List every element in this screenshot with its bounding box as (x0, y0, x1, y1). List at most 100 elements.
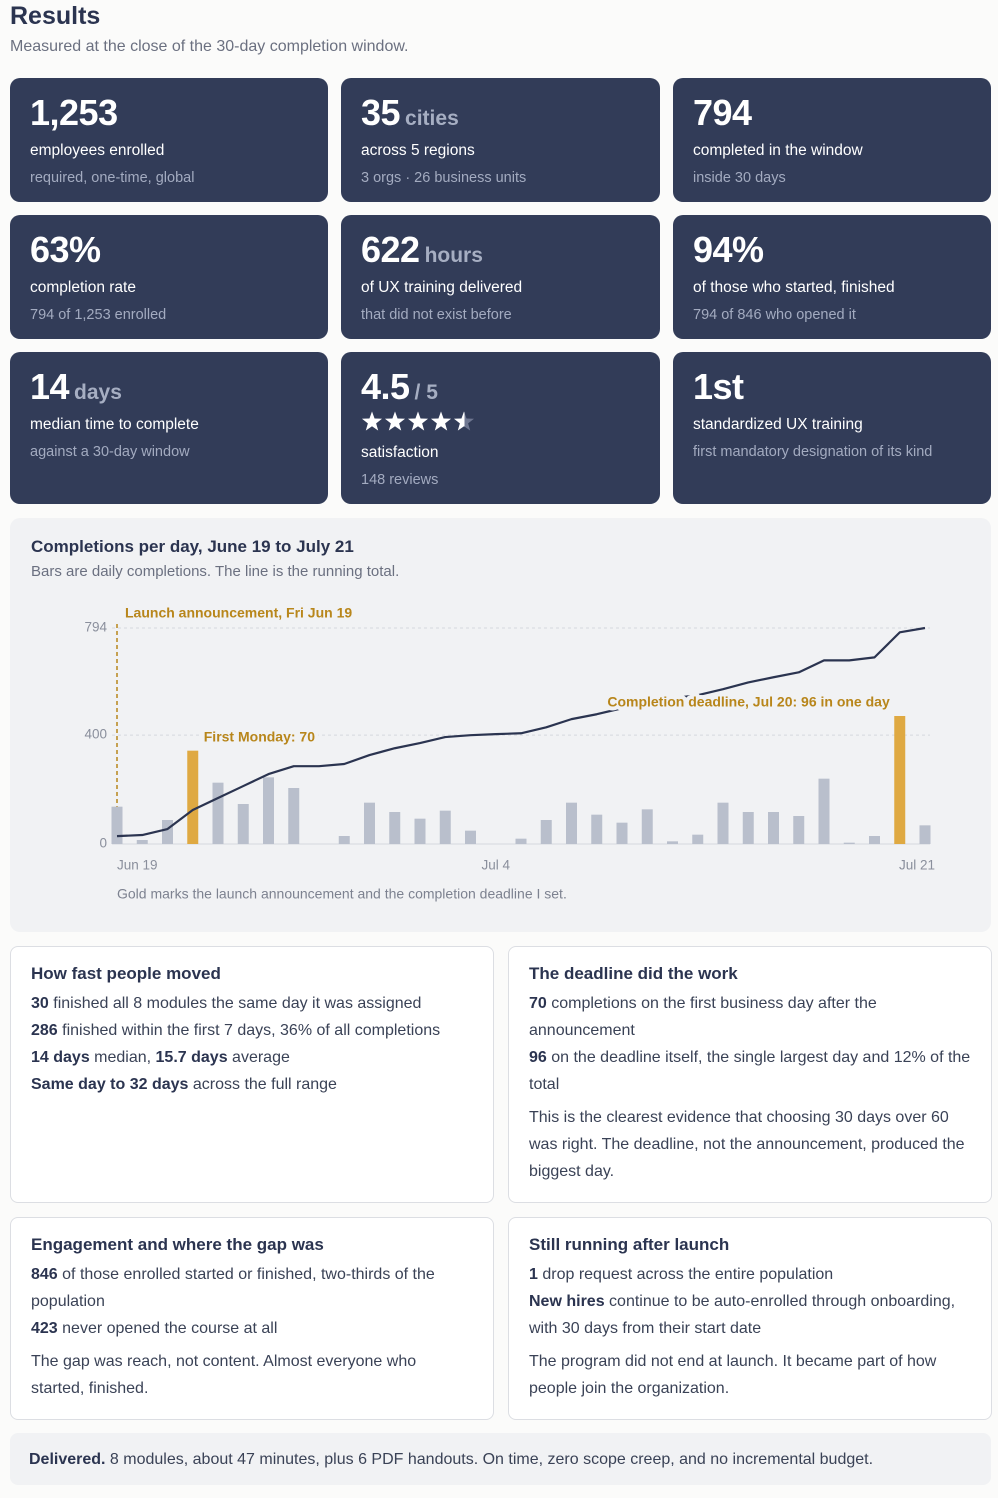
stat-value: 1,253 (30, 92, 118, 133)
panel-title: Engagement and where the gap was (31, 1235, 324, 1254)
stat-sub: required, one-time, global (30, 170, 195, 186)
stat-value-row: 14 days (30, 368, 308, 406)
star (385, 411, 405, 431)
chart: 0 400 794 Jun 19 Jul 4 Jul 21 Launch announcem… (84, 601, 935, 902)
x-tick-label: Jul 21 (899, 858, 935, 873)
stat-value-row: 794 (693, 94, 971, 132)
stat-unit: days (74, 381, 122, 404)
panel-line: 846 of those enrolled started or finishe… (31, 1261, 473, 1315)
stat-sub: that did not exist before (361, 307, 512, 323)
page-title: Results (10, 2, 101, 30)
stat-value: 14 (30, 366, 70, 407)
y-tick-label: 0 (99, 836, 107, 851)
stat-value-row: 94% (693, 231, 971, 269)
text: of those enrolled started or finished, t… (31, 1266, 435, 1310)
stat-sub: 794 of 846 who opened it (693, 307, 856, 323)
chart-panel: Completions per day, June 19 to July 21 … (10, 518, 991, 932)
panel-title: How fast people moved (31, 964, 221, 983)
stat-value: 35 (361, 92, 401, 133)
bar (843, 842, 855, 844)
text: median, (89, 1049, 156, 1066)
bar (540, 820, 552, 844)
stat-sub: against a 30-day window (30, 444, 190, 460)
stat-label: of those who started, finished (693, 279, 895, 296)
bar (616, 822, 628, 844)
annotation: Completion deadline, Jul 20: 96 in one d… (607, 694, 890, 710)
stat-label: of UX training delivered (361, 279, 523, 296)
panel-line: New hires continue to be auto-enrolled t… (529, 1288, 971, 1342)
text: continue to be auto-enrolled through onb… (529, 1293, 956, 1337)
text: average (227, 1049, 290, 1066)
stat-label: satisfaction (361, 444, 439, 461)
bar (364, 802, 375, 844)
bar (566, 802, 577, 844)
text: 8 modules, about 47 minutes, plus 6 PDF … (105, 1451, 874, 1468)
annotation: Launch announcement, Fri Jun 19 (125, 605, 352, 621)
stat-card: 35 cities across 5 regions 3 orgs · 26 busi… (341, 78, 660, 202)
bar (187, 750, 199, 844)
bold-text: Same day to 32 days (31, 1076, 189, 1093)
panel-line: 30 finished all 8 modules the same day i… (31, 990, 473, 1017)
info-panel: How fast people moved 30 finished all 8 m… (10, 946, 494, 1203)
info-panel: Engagement and where the gap was 846 of t… (10, 1217, 494, 1420)
bold-text: 846 (31, 1266, 58, 1283)
bar (515, 838, 527, 844)
stat-card: 794 completed in the window inside 30 days (673, 78, 991, 202)
bar (439, 810, 451, 844)
bar (717, 802, 729, 844)
stat-value-row: 622 hours (361, 231, 640, 269)
chart-title: Completions per day, June 19 to July 21 (31, 537, 354, 556)
stat-cards: 1,253 employees enrolled required, one-tim… (10, 78, 991, 504)
stat-sub: inside 30 days (693, 170, 786, 186)
bar (414, 818, 426, 844)
star (431, 411, 451, 431)
panel-line: 96 on the deadline itself, the single la… (529, 1044, 971, 1098)
stat-value: 94% (693, 229, 764, 270)
panel-note: The program did not end at launch. It be… (529, 1353, 937, 1397)
stat-value-row: 63% (30, 231, 308, 269)
stat-card: 1st standardized UX training first mandato… (673, 352, 991, 504)
stat-label: standardized UX training (693, 416, 863, 433)
bar (894, 716, 906, 844)
running-total-line (116, 626, 926, 838)
panel-title: The deadline did the work (529, 964, 738, 983)
stat-sub: 148 reviews (361, 472, 439, 488)
bar (338, 836, 350, 844)
text: finished all 8 modules the same day it w… (48, 995, 422, 1012)
star-fill (362, 411, 465, 431)
stat-card: 4.5/ 5 satisfaction 148 reviews (341, 352, 660, 504)
stat-value: 63% (30, 229, 101, 270)
text: drop request across the entire populatio… (537, 1266, 834, 1283)
stat-card: 1,253 employees enrolled required, one-tim… (10, 78, 328, 202)
page-subtitle: Measured at the close of the 30-day comp… (10, 38, 409, 55)
panel-line: 70 completions on the first business day… (529, 990, 971, 1044)
bar (263, 777, 274, 844)
bar (768, 812, 779, 844)
text: finished within the first 7 days, 36% of… (57, 1022, 441, 1039)
y-tick-label: 400 (84, 727, 107, 742)
footer: Delivered. 8 modules, about 47 minutes, … (10, 1433, 991, 1485)
star (362, 411, 382, 431)
bold-text: 1 (529, 1266, 538, 1283)
panel-line: 423 never opened the course at all (31, 1315, 473, 1342)
text: across the full range (188, 1076, 337, 1093)
star-rating (362, 411, 474, 431)
bar (742, 812, 754, 844)
stat-sub: first mandatory designation of its kind (693, 444, 933, 460)
bold-text: 96 (529, 1049, 547, 1066)
bar (162, 820, 173, 844)
bar (869, 836, 880, 844)
bar (288, 788, 300, 844)
bar (793, 816, 805, 844)
bold-text: 14 days (31, 1049, 90, 1066)
bold-text: 30 (31, 995, 49, 1012)
stat-card: 622 hours of UX training delivered that did… (341, 215, 660, 339)
stat-label: employees enrolled (30, 142, 165, 159)
stat-sub: 3 orgs · 26 business units (361, 170, 527, 186)
info-panel: Still running after launch 1 drop request… (508, 1217, 992, 1420)
bar (111, 806, 123, 844)
stat-value: 1st (693, 366, 744, 407)
panel-line: 14 days median, 15.7 days average (31, 1044, 473, 1071)
